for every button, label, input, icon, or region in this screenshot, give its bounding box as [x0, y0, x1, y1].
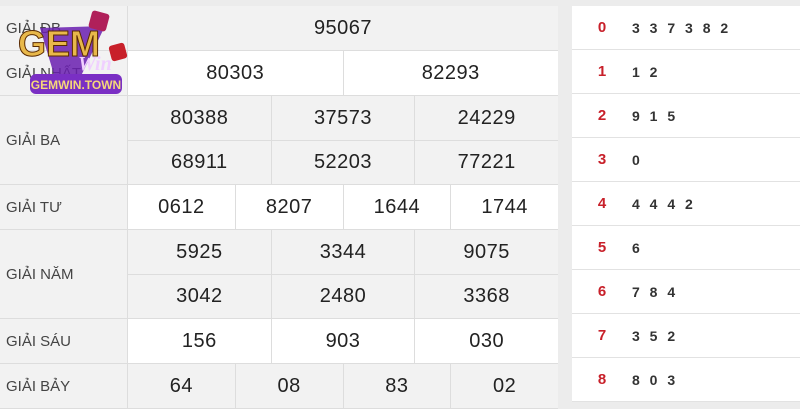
prize-number: 68911: [171, 151, 228, 173]
loto-row: 4 4 4 4 2: [572, 182, 800, 226]
loto-head: 8: [597, 371, 607, 388]
loto-tail: 1 2: [632, 63, 661, 80]
prize-number: 64: [169, 374, 193, 397]
prize-label: GIẢI BA: [0, 96, 128, 184]
loto-row: 7 3 5 2: [572, 314, 800, 358]
prize-number: 8207: [234, 185, 343, 229]
prize-number: 156: [181, 329, 217, 352]
gemwin-logo: GEM Win GEMWIN.TOWN: [18, 10, 128, 94]
prize-number: 3042: [176, 285, 223, 307]
loto-head: 1: [597, 63, 607, 80]
prize-number: 52203: [270, 141, 415, 184]
prize-label: GIẢI TƯ: [0, 185, 128, 229]
prize-number: 24229: [414, 96, 558, 140]
loto-row: 0 3 3 7 3 8 2: [572, 6, 800, 50]
svg-text:Win: Win: [78, 53, 112, 75]
prize-row: GIẢI BẢY 64 08 83 02: [0, 364, 558, 409]
loto-head: 5: [597, 239, 607, 256]
loto-row: 8 8 0 3: [572, 358, 800, 402]
loto-row: 2 9 1 5: [572, 94, 800, 138]
prize-number: 903: [270, 319, 415, 363]
loto-tail: 9 1 5: [632, 107, 679, 124]
loto-head: 0: [597, 19, 607, 36]
prize-row: GIẢI NĂM 5925 3344 9075 3042 2480 3368: [0, 230, 558, 319]
loto-tail: 7 8 4: [632, 283, 679, 300]
loto-row: 1 1 2: [572, 50, 800, 94]
prize-number: 02: [450, 364, 558, 408]
prize-label: GIẢI SÁU: [0, 319, 128, 363]
prize-number: 77221: [414, 141, 558, 184]
loto-tail: 3 5 2: [632, 327, 679, 344]
prize-number: 95067: [313, 16, 373, 39]
prize-number: 1644: [342, 185, 451, 229]
prize-label: GIẢI BẢY: [0, 364, 128, 408]
svg-text:GEMWIN.TOWN: GEMWIN.TOWN: [31, 78, 121, 92]
loto-tail: 4 4 4 2: [632, 195, 696, 212]
prize-row: GIẢI SÁU 156 903 030: [0, 319, 558, 364]
prize-number: 82293: [342, 51, 559, 95]
prize-row: GIẢI BA 80388 37573 24229 68911 52203 77221: [0, 96, 558, 185]
prize-number: 3344: [270, 230, 415, 274]
prize-number: 9075: [414, 230, 558, 274]
loto-head: 4: [597, 195, 607, 212]
prize-number: 80303: [206, 61, 265, 84]
loto-tail: 3 3 7 3 8 2: [632, 19, 732, 36]
loto-row: 6 7 8 4: [572, 270, 800, 314]
prize-number: 83: [342, 364, 451, 408]
prize-number: 030: [414, 319, 558, 363]
prize-number: 80388: [170, 106, 229, 129]
loto-head: 7: [597, 327, 607, 344]
loto-head: 2: [597, 107, 607, 124]
loto-tail: 6: [632, 239, 643, 256]
loto-head: 3: [597, 151, 607, 168]
prize-number: 37573: [270, 96, 415, 140]
prize-number: 08: [234, 364, 343, 408]
loto-head: 6: [597, 283, 607, 300]
prize-number: 0612: [158, 195, 205, 218]
prize-number: 3368: [414, 275, 558, 318]
loto-tail: 0: [632, 151, 643, 168]
prize-row: GIẢI TƯ 0612 8207 1644 1744: [0, 185, 558, 230]
prize-number: 5925: [176, 240, 223, 263]
loto-tail: 8 0 3: [632, 371, 679, 388]
prize-label: GIẢI NĂM: [0, 230, 128, 318]
prize-number: 2480: [270, 275, 415, 318]
svg-text:GEM: GEM: [18, 23, 100, 64]
prize-number: 1744: [450, 185, 558, 229]
